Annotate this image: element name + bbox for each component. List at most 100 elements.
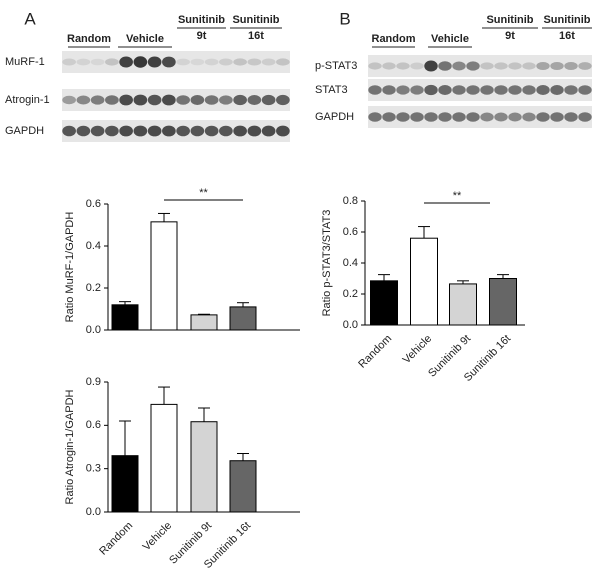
blot-band (382, 62, 396, 70)
blot-band (578, 112, 592, 122)
blot-band (578, 85, 592, 95)
blot-band (261, 58, 276, 66)
blot-band (162, 94, 176, 106)
blot-strip (368, 79, 592, 101)
blot-band (564, 85, 578, 95)
y-tick-label: 0.6 (86, 198, 101, 210)
blot-band (396, 85, 410, 95)
blot-band (62, 95, 76, 105)
blot-band (578, 62, 592, 70)
blot-band (62, 58, 76, 66)
blot-band (133, 125, 148, 137)
bar (190, 314, 218, 331)
blot-band (536, 61, 550, 71)
blot-band (233, 125, 247, 137)
bar (150, 403, 178, 513)
blot-band (147, 94, 162, 106)
blot-band (438, 112, 452, 122)
blot-row-label: STAT3 (315, 84, 348, 96)
blot-band (536, 112, 550, 122)
blot-band (105, 95, 119, 105)
blot-band (368, 85, 382, 95)
blot-band (452, 85, 466, 95)
blot-band (276, 94, 290, 106)
blot-band (396, 112, 410, 122)
significance-label: ** (453, 190, 462, 202)
blot-band (466, 85, 480, 95)
blot-row-label: MuRF-1 (5, 56, 45, 68)
group-label: 9t (505, 30, 515, 42)
blot-band (424, 60, 438, 72)
group-label: Sunitinib (543, 14, 590, 26)
y-tick-label: 0.2 (86, 282, 101, 294)
blot-band (119, 94, 133, 106)
blot-band (410, 112, 424, 122)
blot-band (368, 112, 382, 122)
blot-band (424, 112, 438, 122)
blot-band (190, 58, 205, 66)
bar (229, 306, 257, 331)
blot-band (438, 61, 452, 71)
blot-band (480, 62, 494, 70)
blot-band (382, 112, 396, 122)
bar (229, 460, 257, 513)
blot-band (452, 112, 466, 122)
bar (410, 237, 438, 326)
blot-band (564, 61, 578, 71)
significance-label: ** (199, 187, 208, 199)
blot-band (368, 62, 382, 70)
blot-band (261, 125, 276, 137)
blot-band (233, 94, 247, 106)
blot-band (247, 125, 262, 137)
blot-band (410, 62, 424, 70)
blot-band (452, 61, 466, 71)
blot-band (438, 85, 452, 95)
x-tick-label: Vehicle (141, 520, 175, 554)
blot-band (105, 125, 119, 137)
blot-band (480, 85, 494, 95)
blot-strip (62, 51, 290, 73)
blot-band (76, 125, 91, 137)
blot-band (90, 58, 105, 66)
bar (150, 221, 178, 331)
blot-band (550, 112, 564, 122)
blot-band (204, 95, 219, 105)
group-label: Vehicle (431, 33, 469, 45)
y-axis-label: Ratio p-STAT3/STAT3 (321, 210, 333, 317)
blot-band (466, 61, 480, 71)
y-tick-label: 0.6 (86, 419, 101, 431)
blot-band (90, 125, 105, 137)
bar (370, 280, 398, 326)
blot-strip (62, 89, 290, 111)
y-axis-label: Ratio MuRF-1/GAPDH (64, 212, 76, 323)
blot-band (62, 125, 76, 137)
blot-band (247, 58, 262, 66)
blot-band (494, 85, 508, 95)
blot-band (410, 85, 424, 95)
blot-band (147, 56, 162, 68)
blot-band (176, 95, 190, 105)
blot-band (508, 85, 522, 95)
blot-band (176, 125, 190, 137)
blot-band (176, 58, 190, 66)
blot-band (480, 112, 494, 122)
blot-band (162, 56, 176, 68)
blot-row-label: Atrogin-1 (5, 94, 50, 106)
blot-band (190, 95, 205, 105)
y-tick-label: 0.8 (343, 195, 358, 207)
blot-band (508, 62, 522, 70)
blot-band (508, 112, 522, 122)
blot-band (261, 94, 276, 106)
y-tick-label: 0.9 (86, 376, 101, 388)
blot-band (536, 85, 550, 95)
blot-band (219, 58, 233, 66)
y-tick-label: 0.3 (86, 463, 101, 475)
group-label: Sunitinib (232, 14, 279, 26)
blot-strip (368, 106, 592, 128)
blot-band (133, 56, 148, 68)
group-label: Sunitinib (178, 14, 225, 26)
group-label: Random (67, 33, 111, 45)
blot-row-label: GAPDH (315, 111, 354, 123)
blot-band (550, 61, 564, 71)
blot-strip (368, 55, 592, 77)
